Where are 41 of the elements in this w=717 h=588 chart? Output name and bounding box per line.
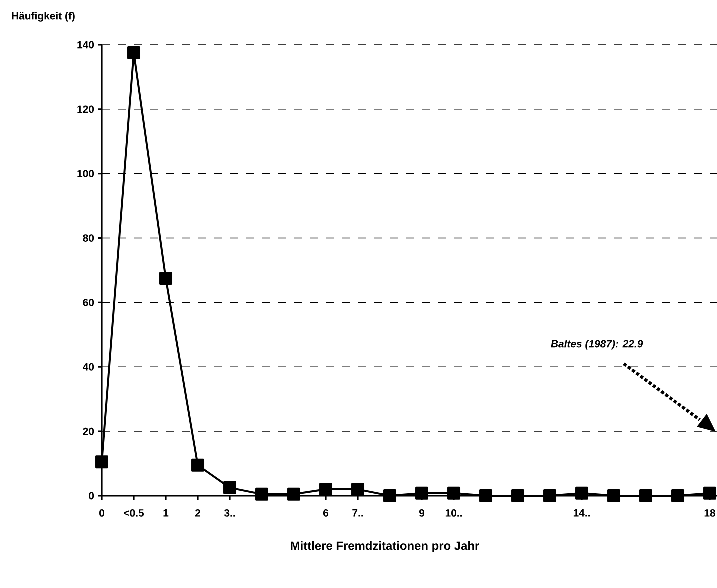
point <box>320 483 333 496</box>
point <box>288 488 301 501</box>
x-tick-label: 0 <box>100 510 104 517</box>
y-axis-title: Häufigkeit (f) <box>12 12 75 22</box>
y-tick-label: 60 <box>83 299 94 306</box>
x-tick-label: 2 <box>195 510 200 517</box>
point <box>224 481 237 494</box>
x-tick-label: 14.. <box>574 510 590 517</box>
point <box>480 489 493 502</box>
x-tick-label: 10.. <box>446 510 462 517</box>
point <box>608 489 621 502</box>
x-axis-title: Mittlere Fremdzitationen pro Jahr <box>291 541 480 553</box>
point <box>160 272 173 286</box>
y-tick-label: 100 <box>78 170 94 178</box>
point <box>512 489 525 502</box>
point <box>256 488 269 501</box>
point <box>384 489 397 502</box>
point <box>576 486 589 500</box>
point <box>448 486 461 500</box>
x-tick-label: 9 <box>419 510 425 517</box>
y-tick-label: 0 <box>89 492 94 500</box>
point <box>96 456 109 469</box>
x-tick-label: 18 <box>704 510 716 517</box>
x-tick-label: 1 <box>164 510 169 517</box>
y-tick-label: 140 <box>78 41 94 49</box>
y-tick-label: 120 <box>78 106 94 114</box>
point <box>192 458 205 472</box>
y-tick-label: 40 <box>83 363 94 371</box>
y-tick-label: 20 <box>83 428 94 436</box>
x-tick-label: 6 <box>323 510 329 517</box>
y-tick-label: 80 <box>83 234 94 242</box>
point <box>640 489 653 502</box>
point <box>352 483 365 496</box>
x-tick-label: 7.. <box>352 510 364 517</box>
x-tick-label: <0.5 <box>124 510 144 517</box>
point <box>544 489 557 502</box>
x-tick-label: 3.. <box>224 510 236 517</box>
point <box>416 486 429 500</box>
point <box>672 489 685 502</box>
annotation: Baltes (1987): 22.9 <box>551 340 644 350</box>
point <box>128 46 141 60</box>
